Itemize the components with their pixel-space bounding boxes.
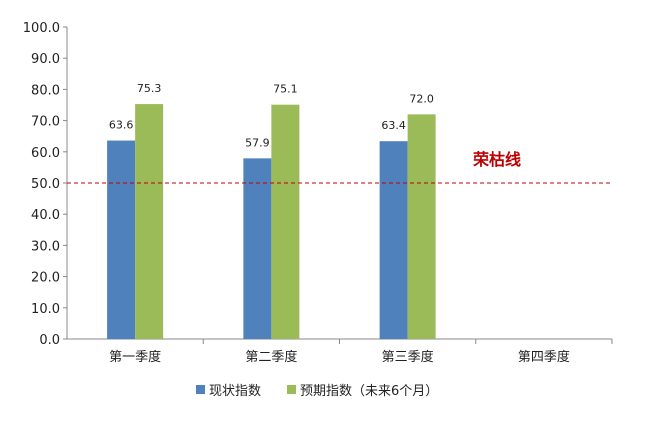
legend: 现状指数 预期指数（未来6个月） xyxy=(196,384,438,399)
category-label: 第三季度 xyxy=(382,349,434,365)
data-label: 75.3 xyxy=(137,82,162,95)
data-label: 57.9 xyxy=(245,136,270,149)
y-tick-label: 10.0 xyxy=(31,302,60,317)
bar xyxy=(107,140,136,339)
y-tick-label: 90.0 xyxy=(31,52,60,67)
bars xyxy=(107,104,436,340)
legend-label: 现状指数 xyxy=(209,384,261,399)
y-tick-label: 70.0 xyxy=(31,115,60,130)
data-label: 72.0 xyxy=(409,92,434,105)
legend-label: 预期指数（未来6个月） xyxy=(300,384,438,399)
y-tick-label: 30.0 xyxy=(31,239,60,254)
bar xyxy=(271,104,300,339)
y-tick-label: 0.0 xyxy=(39,333,60,348)
data-label: 63.6 xyxy=(109,119,134,132)
y-axis-ticks: 0.0 10.0 20.0 30.0 40.0 50.0 60.0 70.0 80.0 90.0 1… xyxy=(23,21,67,348)
y-tick-label: 100.0 xyxy=(23,21,60,36)
category-label: 第二季度 xyxy=(245,349,297,365)
legend-swatch xyxy=(287,385,296,394)
data-labels: 63.6 57.9 63.4 75.3 75.1 72.0 xyxy=(109,82,434,149)
category-labels: 第一季度 第二季度 第三季度 第四季度 xyxy=(109,339,613,365)
bar xyxy=(135,104,164,340)
data-label: 63.4 xyxy=(381,119,406,132)
category-label: 第四季度 xyxy=(518,349,570,365)
bar xyxy=(407,114,436,339)
bar xyxy=(379,141,408,339)
category-label: 第一季度 xyxy=(109,349,161,365)
y-tick-label: 50.0 xyxy=(31,177,60,192)
bar xyxy=(243,158,272,339)
reference-line-group: 荣枯线 xyxy=(67,150,612,184)
y-tick-label: 40.0 xyxy=(31,208,60,223)
legend-swatch xyxy=(196,385,205,394)
y-tick-label: 20.0 xyxy=(31,271,60,286)
reference-line-label: 荣枯线 xyxy=(472,150,521,169)
y-tick-label: 60.0 xyxy=(31,146,60,161)
y-tick-label: 80.0 xyxy=(31,83,60,98)
data-label: 75.1 xyxy=(273,83,298,96)
